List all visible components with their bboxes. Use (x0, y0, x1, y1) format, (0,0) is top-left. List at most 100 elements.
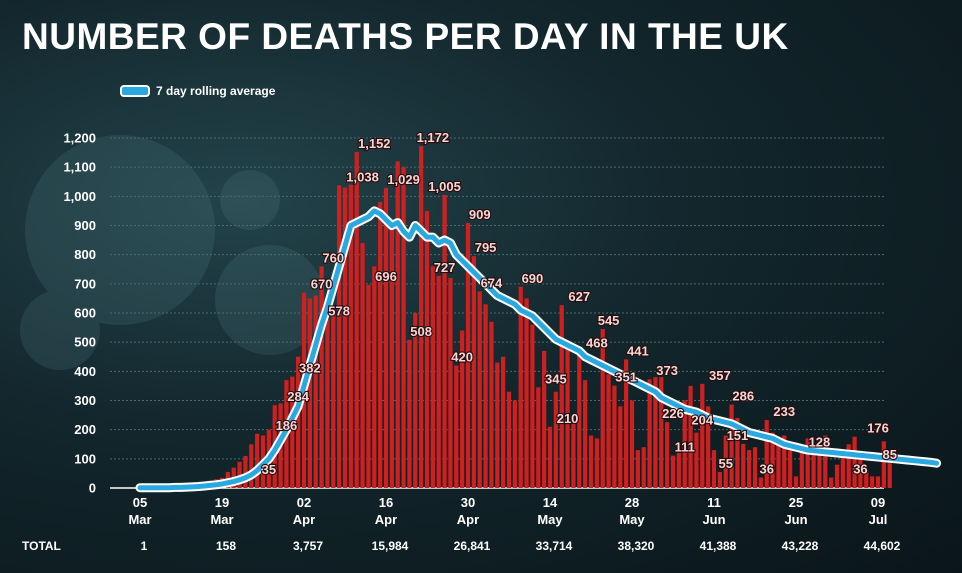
bar-day-102 (735, 418, 740, 488)
x-tick-day: 14 (543, 495, 558, 510)
data-label: 345 (545, 371, 567, 386)
bar-day-44 (395, 161, 400, 489)
bar-day-93 (682, 400, 687, 488)
data-label: 286 (732, 389, 754, 404)
bar-day-128 (887, 463, 892, 488)
bar-day-123 (858, 458, 863, 488)
bar-day-105 (752, 447, 758, 488)
total-value: 44,602 (864, 539, 901, 553)
bar-day-66 (524, 298, 529, 488)
y-tick-label: 900 (74, 218, 96, 233)
legend-swatch-rolling-average (120, 85, 150, 97)
bar-day-104 (747, 450, 752, 488)
bar-day-118 (829, 477, 834, 488)
data-label: 696 (375, 269, 397, 284)
data-label: 151 (727, 428, 749, 443)
bar-day-114 (805, 438, 810, 488)
bar-day-92 (676, 453, 681, 488)
bar-day-98 (711, 450, 717, 488)
y-tick-label: 600 (74, 306, 96, 321)
x-tick-day: 19 (215, 495, 229, 510)
x-tick-day: 16 (379, 495, 393, 510)
y-tick-label: 200 (74, 422, 96, 437)
data-label: 690 (522, 271, 544, 286)
x-tick-day: 25 (789, 495, 803, 510)
bar-day-61 (495, 362, 500, 488)
bar-day-111 (788, 450, 793, 488)
bar-day-116 (817, 447, 822, 488)
chart-title: NUMBER OF DEATHS PER DAY IN THE UK (22, 16, 789, 57)
data-label: 128 (809, 435, 831, 450)
bar-day-30 (313, 295, 318, 488)
data-label: 670 (311, 277, 333, 292)
total-row-label: TOTAL (22, 539, 61, 553)
bar-day-110 (782, 435, 787, 488)
bar-day-108 (770, 432, 775, 488)
x-tick-day: 28 (625, 495, 639, 510)
data-label: 1,029 (387, 172, 420, 187)
bar-day-56 (465, 222, 471, 488)
data-label: 55 (718, 456, 732, 471)
bar-day-64 (512, 400, 517, 488)
x-tick-month: Jul (869, 512, 888, 527)
bar-day-50 (430, 266, 435, 488)
bar-day-57 (471, 256, 476, 488)
bar-day-31 (319, 266, 324, 488)
bar-day-107 (764, 420, 769, 488)
y-tick-label: 300 (74, 393, 96, 408)
bar-day-59 (483, 304, 488, 488)
data-label: 1,005 (428, 179, 461, 194)
x-tick-month: May (537, 512, 563, 527)
bar-day-113 (799, 453, 804, 488)
data-label: 760 (322, 250, 344, 265)
bar-day-115 (811, 450, 816, 488)
virus-background-decoration (20, 135, 325, 370)
data-label: 351 (615, 370, 637, 385)
bar-day-20 (255, 433, 260, 488)
bar-day-85 (635, 450, 640, 488)
y-tick-label: 700 (74, 276, 96, 291)
virus-blob-2 (20, 290, 100, 370)
total-value: 33,714 (536, 539, 573, 553)
total-value: 15,984 (372, 539, 409, 553)
bar-day-72 (559, 305, 564, 488)
rolling-average-line (137, 208, 940, 491)
data-label: 210 (557, 411, 579, 426)
data-label: 508 (410, 324, 432, 339)
x-tick-day: 02 (297, 495, 311, 510)
y-tick-label: 0 (89, 481, 96, 496)
data-label: 382 (299, 361, 321, 376)
bar-day-35 (342, 187, 348, 489)
bar-day-60 (489, 321, 494, 488)
y-tick-label: 100 (74, 451, 96, 466)
bar-day-106 (758, 477, 763, 488)
x-tick-day: 05 (133, 495, 147, 510)
bar-day-34 (337, 185, 342, 488)
bar-day-81 (612, 385, 617, 488)
x-tick-day: 30 (461, 495, 475, 510)
bar-day-99 (717, 471, 722, 488)
data-label: 468 (586, 336, 608, 351)
bar-day-18 (243, 455, 248, 488)
bar-day-84 (629, 400, 635, 488)
bar-day-82 (618, 406, 623, 488)
bar-day-69 (542, 350, 547, 488)
bar-day-83 (624, 359, 629, 488)
data-label: 1,172 (417, 130, 450, 145)
bar-day-125 (870, 476, 875, 488)
data-label: 35 (262, 462, 276, 477)
data-label: 545 (598, 313, 620, 328)
bar-day-90 (665, 422, 670, 488)
y-tick-label: 1,200 (63, 131, 96, 146)
x-tick-month: Jun (784, 512, 807, 527)
data-label: 186 (276, 418, 298, 433)
bar-day-126 (875, 476, 881, 488)
bar-day-42 (383, 187, 389, 488)
data-label: 420 (451, 350, 473, 365)
bar-day-96 (700, 383, 705, 488)
data-label: 36 (853, 462, 867, 477)
y-tick-label: 1,100 (63, 160, 96, 175)
bar-day-54 (454, 365, 459, 488)
data-label: 627 (568, 289, 590, 304)
total-value: 3,757 (293, 539, 323, 553)
